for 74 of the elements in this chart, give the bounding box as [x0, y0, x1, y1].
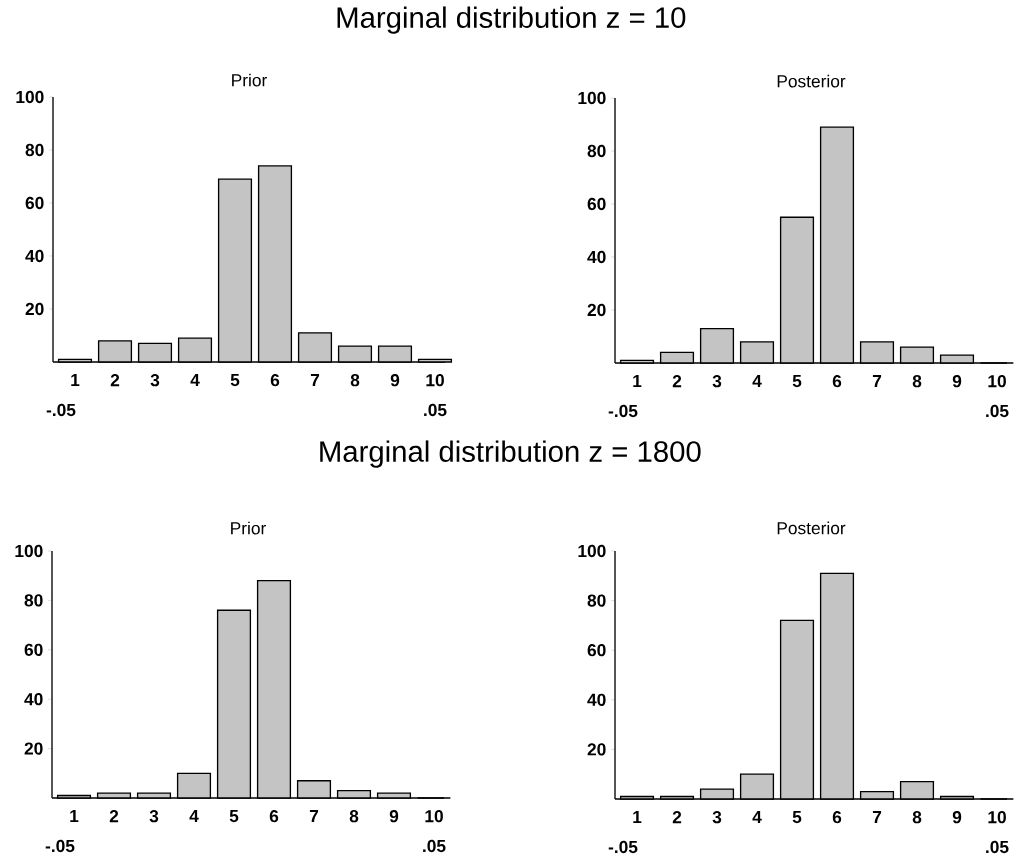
x-tick-label: 9	[390, 374, 400, 387]
y-tick-label: 80	[587, 144, 606, 158]
y-tick-label: 100	[578, 544, 606, 558]
text: -.05	[46, 403, 76, 417]
x-tick-label: 2	[110, 374, 120, 387]
y-tick-label: 60	[25, 196, 44, 210]
text: -.05	[45, 839, 75, 853]
y-tick-label: 40	[24, 693, 43, 706]
x-tick-label: 6	[269, 810, 279, 823]
x-tick-label: 10	[988, 811, 1006, 824]
x-tick-label: 9	[389, 810, 399, 823]
y-tick-label: 80	[24, 594, 43, 607]
y-tick-label: 20	[25, 302, 44, 316]
x-tick-label: 4	[190, 374, 200, 386]
x-tick-label: 6	[270, 374, 280, 387]
y-tick-label: 60	[587, 644, 606, 657]
y-tick-label: 100	[15, 544, 43, 558]
x-tick-label: 10	[426, 374, 444, 387]
y-tick-label: 100	[578, 91, 606, 105]
x-tick-label: 8	[349, 810, 359, 823]
x-tick-label: 5	[229, 810, 239, 823]
x-tick-label: 5	[230, 374, 240, 387]
text: .05	[423, 839, 446, 853]
x-tick-label: 8	[912, 811, 922, 824]
chart-title: Posterior	[777, 521, 846, 535]
y-tick-label: 80	[25, 143, 44, 157]
x-tick-label: 2	[672, 811, 682, 824]
x-tick-label: 1	[70, 810, 79, 822]
y-tick-label: 40	[587, 250, 606, 264]
x-tick-label: 6	[832, 375, 842, 388]
y-tick-label: 40	[587, 693, 606, 706]
chart-title: Posterior	[777, 74, 846, 88]
x-tick-label: 2	[672, 375, 682, 388]
x-tick-label: 4	[189, 810, 199, 822]
y-tick-label: 60	[24, 643, 43, 656]
chart-subtitle: Prior	[232, 73, 267, 87]
x-tick-label: 9	[952, 811, 962, 824]
y-tick-label: 60	[587, 197, 606, 211]
y-tick-label: 20	[587, 743, 606, 756]
x-tick-label: 7	[872, 811, 882, 823]
x-tick-label: 7	[872, 375, 882, 387]
y-tick-label: 20	[24, 742, 43, 755]
x-tick-label: 8	[912, 375, 922, 388]
x-tick-label: 7	[309, 810, 319, 822]
text: .05	[424, 403, 447, 417]
x-tick-label: 1	[633, 811, 642, 823]
x-tick-label: 3	[150, 374, 160, 387]
x-tick-label: 5	[792, 375, 802, 388]
x-tick-label: 10	[988, 375, 1006, 388]
x-tick-label: 3	[712, 375, 722, 388]
y-tick-label: 20	[587, 303, 606, 317]
x-tick-label: 8	[350, 374, 360, 387]
text: -.05	[608, 840, 638, 854]
x-tick-label: 4	[752, 811, 762, 823]
chart-subtitle: Prior	[231, 521, 266, 535]
text: Marginal distribution z = 1800	[320, 440, 701, 468]
x-tick-label: 4	[752, 375, 762, 387]
x-tick-label: 1	[71, 374, 80, 386]
x-tick-label: 2	[109, 810, 119, 823]
text: .05	[986, 404, 1009, 418]
y-tick-label: 80	[587, 594, 606, 607]
x-tick-label: 9	[952, 375, 962, 388]
x-tick-label: 6	[832, 811, 842, 824]
x-tick-label: 3	[712, 811, 722, 824]
text: Marginal distribution z = 10	[337, 6, 686, 34]
y-tick-label: 40	[25, 249, 44, 263]
x-tick-label: 10	[425, 810, 443, 823]
text: .05	[986, 840, 1009, 854]
text: -.05	[608, 404, 638, 418]
x-tick-label: 7	[310, 374, 320, 386]
x-tick-label: 1	[633, 375, 642, 387]
y-tick-label: 100	[16, 90, 44, 104]
x-tick-label: 3	[149, 810, 159, 823]
x-tick-label: 5	[792, 811, 802, 824]
